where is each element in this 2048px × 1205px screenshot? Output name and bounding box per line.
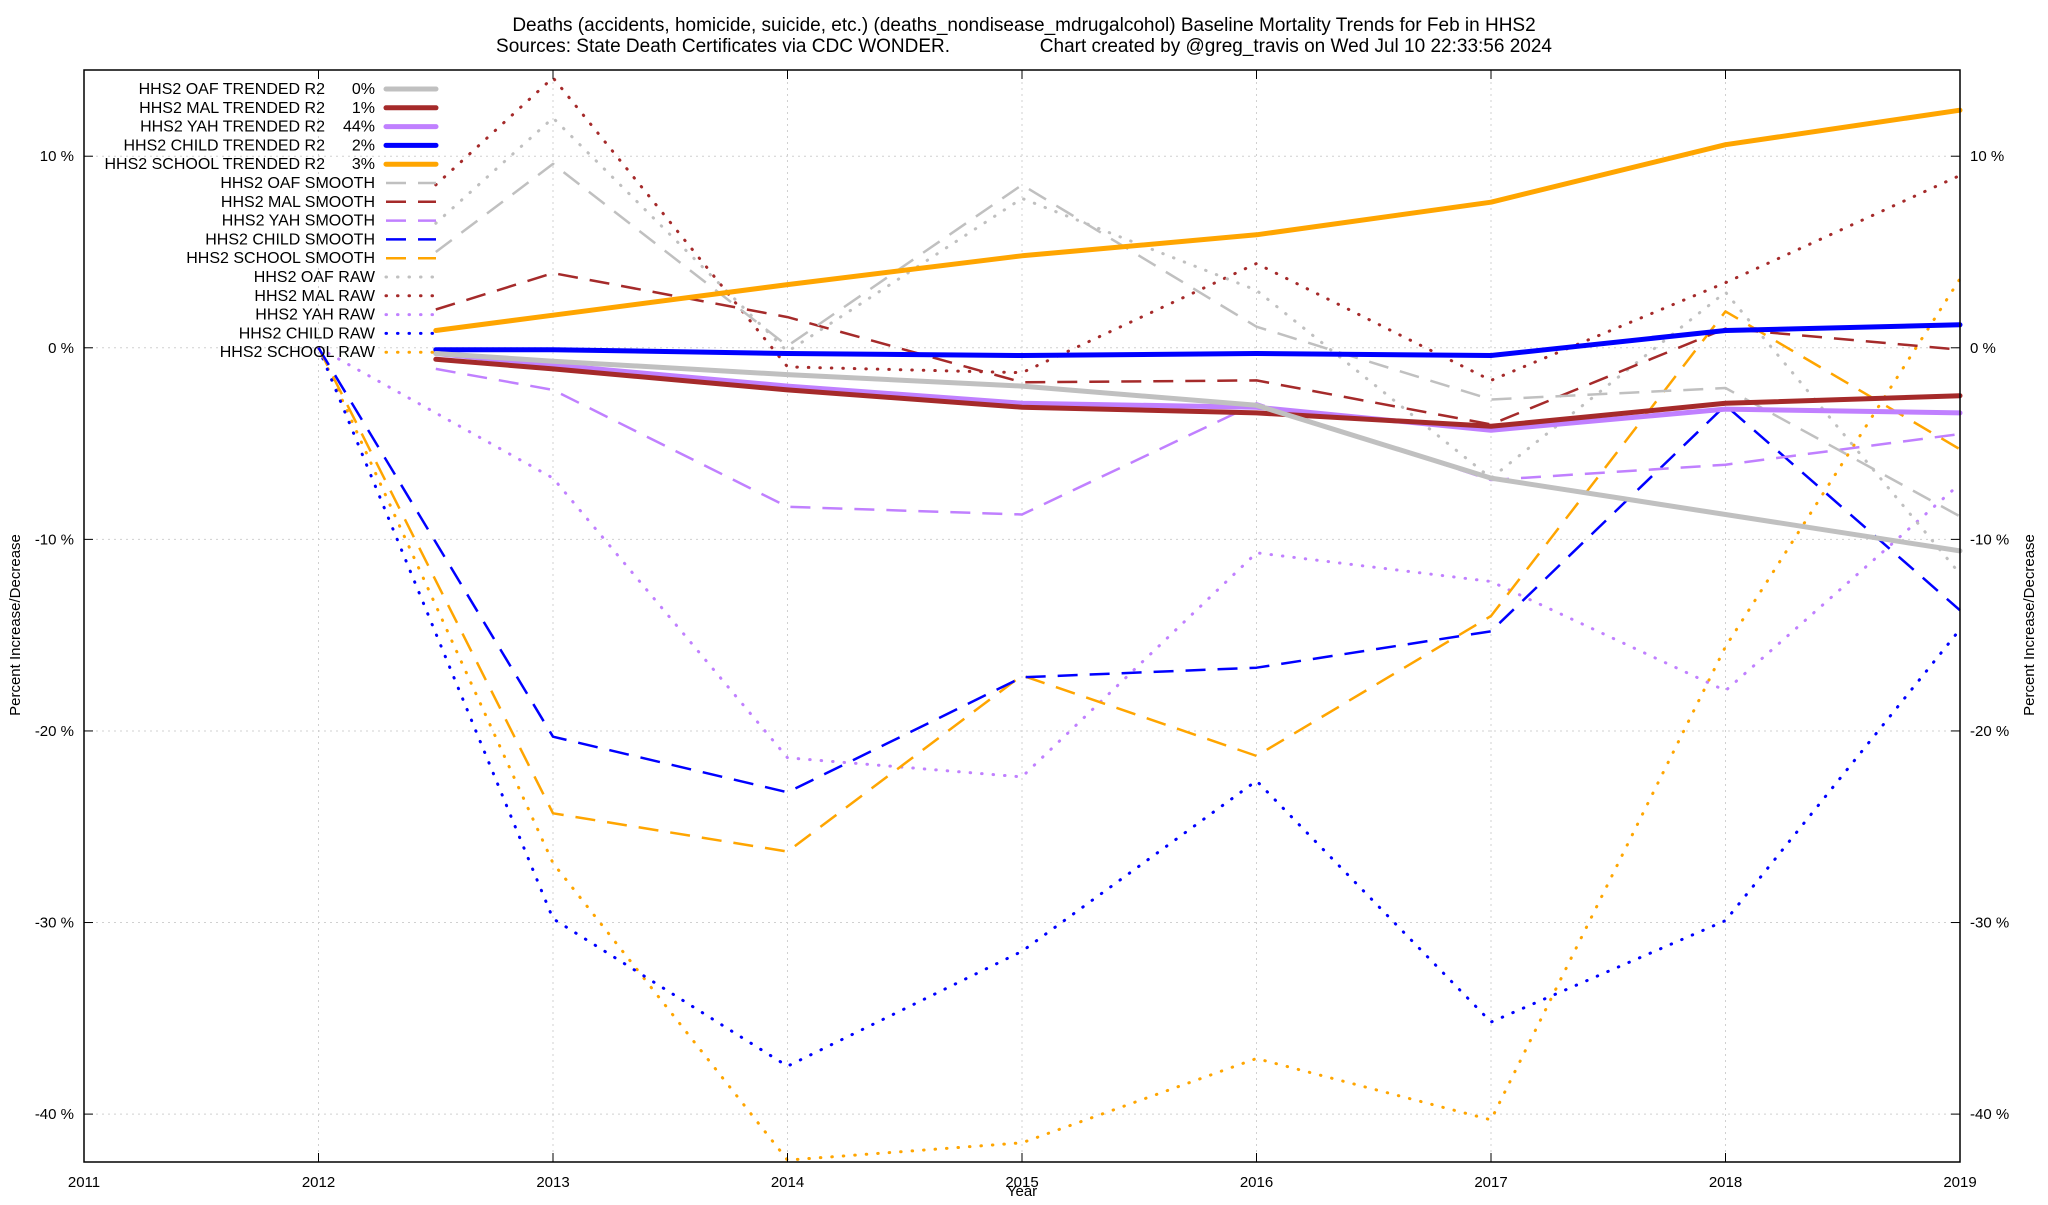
legend-label: HHS2 OAF SMOOTH xyxy=(220,175,375,192)
series-line-hhs2-child-raw xyxy=(317,346,1962,1068)
legend-label: HHS2 CHILD TRENDED R2 xyxy=(123,137,325,154)
series-line-hhs2-mal-raw xyxy=(434,76,1962,382)
legend-r2-value: 44% xyxy=(343,119,375,136)
y2-tick-label: -20 % xyxy=(1970,723,2009,740)
series-line-hhs2-oaf-trended-r2 xyxy=(433,351,1963,554)
y2-tick-label: 0 % xyxy=(1970,340,1996,357)
x-tick-label: 2016 xyxy=(1240,1174,1273,1191)
x-tick-label: 2017 xyxy=(1474,1174,1507,1191)
x-tick-label: 2014 xyxy=(771,1174,804,1191)
series-lines xyxy=(317,76,1963,1162)
series-line-hhs2-child-smooth xyxy=(317,347,1961,794)
series-line-hhs2-school-trended-r2 xyxy=(433,107,1963,333)
series-line-hhs2-mal-smooth xyxy=(435,271,1961,426)
legend-label: HHS2 SCHOOL SMOOTH xyxy=(186,250,375,267)
legend-label: HHS2 OAF RAW xyxy=(254,269,376,286)
series-line-hhs2-oaf-smooth xyxy=(435,162,1961,518)
legend-r2-value: 2% xyxy=(352,137,375,154)
series-line-hhs2-yah-trended-r2 xyxy=(433,351,1963,433)
series-line-hhs2-child-trended-r2 xyxy=(433,322,1963,358)
x-axis-label: Year xyxy=(1007,1183,1037,1200)
series-line-hhs2-oaf-raw xyxy=(434,116,1962,576)
series-line-hhs2-mal-trended-r2 xyxy=(433,356,1963,429)
legend-label: HHS2 SCHOOL RAW xyxy=(220,344,376,361)
y2-tick-label: -40 % xyxy=(1970,1106,2009,1123)
legend-label: HHS2 MAL TRENDED R2 xyxy=(139,100,325,117)
y-tick-label: 0 % xyxy=(48,340,74,357)
x-tick-label: 2018 xyxy=(1709,1174,1742,1191)
y-axis-label: Percent Increase/Decrease xyxy=(7,534,24,716)
chart-title-line-1: Deaths (accidents, homicide, suicide, et… xyxy=(512,15,1535,36)
y-tick-label: -20 % xyxy=(35,723,74,740)
x-tick-label: 2013 xyxy=(536,1174,569,1191)
legend: HHS2 OAF TRENDED R2 0% HHS2 MAL TRENDED R2… xyxy=(105,81,439,361)
y-tick-label: -10 % xyxy=(35,531,74,548)
legend-r2-value: 3% xyxy=(352,156,375,173)
x-tick-label: 2012 xyxy=(302,1174,335,1191)
legend-label: HHS2 YAH TRENDED R2 xyxy=(140,119,325,136)
y-tick-label: -40 % xyxy=(35,1106,74,1123)
legend-r2-value: 1% xyxy=(352,100,375,117)
y2-tick-label: 10 % xyxy=(1970,148,2004,165)
x-tick-label: 2011 xyxy=(68,1174,100,1191)
legend-label: HHS2 MAL SMOOTH xyxy=(221,194,375,211)
series-line-hhs2-school-smooth xyxy=(317,310,1961,853)
chart-title-line-2: Sources: State Death Certificates via CD… xyxy=(496,36,1552,57)
legend-r2-value: 0% xyxy=(352,81,375,98)
legend-label: HHS2 YAH SMOOTH xyxy=(222,213,375,230)
axis-ticks: 2011 2012 2013 2014 2015 2016 2017 2018 2019 10 %… xyxy=(35,70,2009,1191)
x-tick-label: 2019 xyxy=(1943,1174,1976,1191)
legend-label: HHS2 OAF TRENDED R2 xyxy=(139,81,326,98)
y2-tick-label: -30 % xyxy=(1970,915,2009,932)
legend-label: HHS2 CHILD SMOOTH xyxy=(205,231,375,248)
y2-tick-label: -10 % xyxy=(1970,531,2009,548)
series-line-hhs2-yah-raw xyxy=(317,346,1962,779)
legend-label: HHS2 CHILD RAW xyxy=(239,325,376,342)
y-tick-label: 10 % xyxy=(40,148,74,165)
legend-label: HHS2 YAH RAW xyxy=(255,307,376,324)
y2-axis-label: Percent Increase/Decrease xyxy=(2021,534,2038,716)
legend-label: HHS2 SCHOOL TRENDED R2 xyxy=(105,156,326,173)
legend-label: HHS2 MAL RAW xyxy=(254,288,376,305)
series-line-hhs2-yah-smooth xyxy=(435,367,1961,516)
y-tick-label: -30 % xyxy=(35,915,74,932)
x-tick-label: 2015 xyxy=(1005,1174,1038,1191)
